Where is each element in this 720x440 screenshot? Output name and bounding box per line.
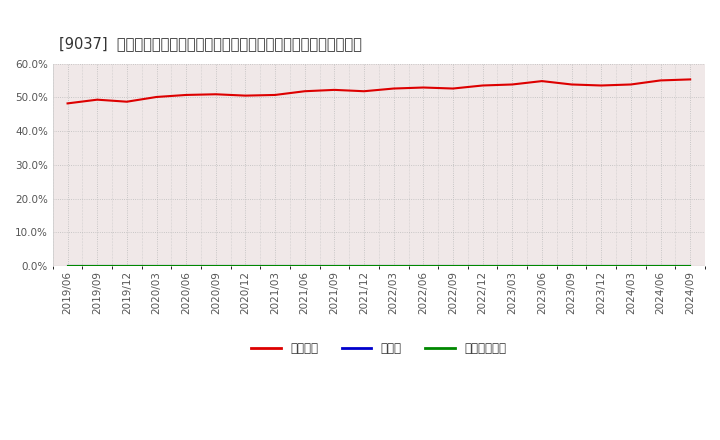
のれん [212,264,220,269]
繰延税金資産 [538,264,546,269]
のれん [478,264,487,269]
自己資本 [182,92,191,98]
自己資本 [449,86,457,91]
のれん [419,264,428,269]
繰延税金資産 [597,264,606,269]
繰延税金資産 [152,264,161,269]
自己資本 [212,92,220,97]
Legend: 自己資本, のれん, 繰延税金資産: 自己資本, のれん, 繰延税金資産 [246,337,511,359]
繰延税金資産 [93,264,102,269]
のれん [626,264,635,269]
繰延税金資産 [241,264,250,269]
のれん [182,264,191,269]
のれん [152,264,161,269]
のれん [330,264,338,269]
自己資本 [478,83,487,88]
自己資本 [597,83,606,88]
のれん [241,264,250,269]
自己資本 [626,82,635,87]
自己資本 [122,99,131,104]
自己資本 [656,78,665,83]
のれん [122,264,131,269]
繰延税金資産 [656,264,665,269]
のれん [508,264,517,269]
のれん [93,264,102,269]
繰延税金資産 [330,264,338,269]
Text: [9037]  自己資本、のれん、繰延税金資産の総資産に対する比率の推移: [9037] 自己資本、のれん、繰延税金資産の総資産に対する比率の推移 [59,37,362,51]
のれん [63,264,72,269]
繰延税金資産 [626,264,635,269]
のれん [686,264,695,269]
のれん [271,264,279,269]
自己資本 [241,93,250,98]
のれん [597,264,606,269]
繰延税金資産 [300,264,309,269]
自己資本 [686,77,695,82]
繰延税金資産 [271,264,279,269]
自己資本 [152,94,161,99]
繰延税金資産 [449,264,457,269]
繰延税金資産 [63,264,72,269]
のれん [567,264,576,269]
繰延税金資産 [390,264,398,269]
繰延税金資産 [122,264,131,269]
自己資本 [567,82,576,87]
のれん [449,264,457,269]
自己資本 [271,92,279,98]
繰延税金資産 [567,264,576,269]
繰延税金資産 [360,264,369,269]
自己資本 [93,97,102,103]
のれん [390,264,398,269]
自己資本 [419,85,428,90]
自己資本 [508,82,517,87]
自己資本 [63,101,72,106]
繰延税金資産 [212,264,220,269]
繰延税金資産 [508,264,517,269]
自己資本 [330,87,338,92]
のれん [656,264,665,269]
Line: 自己資本: 自己資本 [68,79,690,103]
繰延税金資産 [182,264,191,269]
のれん [300,264,309,269]
繰延税金資産 [686,264,695,269]
自己資本 [390,86,398,91]
自己資本 [360,88,369,94]
自己資本 [538,78,546,84]
繰延税金資産 [478,264,487,269]
のれん [538,264,546,269]
繰延税金資産 [419,264,428,269]
自己資本 [300,88,309,94]
のれん [360,264,369,269]
